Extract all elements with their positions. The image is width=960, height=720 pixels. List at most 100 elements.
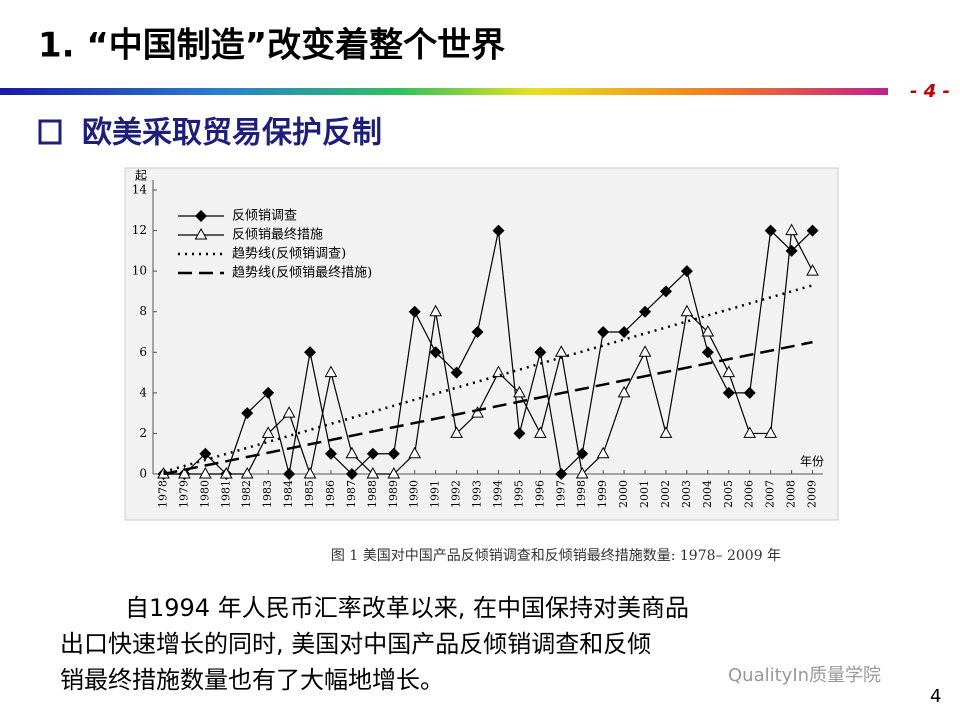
triangle-marker — [638, 345, 652, 357]
diamond-marker — [366, 447, 379, 460]
x-tick-label: 1996 — [533, 480, 546, 508]
triangle-marker — [324, 365, 338, 378]
legend-label: 反倾销调查 — [232, 209, 297, 224]
triangle-marker — [408, 446, 422, 459]
x-tick-label: 1984 — [282, 480, 295, 508]
x-tick-label: 1988 — [366, 480, 379, 508]
slide-number: 4 — [930, 686, 941, 707]
diamond-marker — [429, 346, 442, 359]
x-tick-label: 1983 — [261, 480, 274, 508]
triangle-marker — [450, 426, 463, 438]
y-axis-label: 起 — [135, 169, 147, 183]
diamond-marker — [659, 285, 672, 298]
triangle-marker — [785, 223, 798, 236]
triangle-marker — [387, 466, 401, 479]
x-tick-label: 1980 — [198, 480, 211, 508]
diamond-marker — [408, 305, 421, 318]
diamond-marker — [806, 224, 819, 237]
data-line — [163, 229, 813, 476]
legend-label: 反倾销最终措施 — [232, 227, 323, 243]
checkbox-icon — [38, 119, 62, 145]
x-axis-label: 年份 — [800, 455, 824, 469]
diamond-marker — [345, 468, 358, 480]
subtitle: 欧美采取贸易保护反制 — [82, 116, 382, 151]
diamond-marker — [534, 346, 547, 359]
x-tick-label: 1981 — [219, 480, 232, 508]
diamond-marker — [387, 447, 400, 460]
y-tick-label: 2 — [139, 426, 147, 440]
triangle-marker — [722, 365, 736, 378]
x-tick-label: 1990 — [408, 480, 421, 508]
legend-label: 趋势线(反倾销调查) — [232, 246, 346, 262]
triangle-marker — [471, 406, 484, 418]
chart-caption: 图 1 美国对中国产品反倾销调查和反倾销最终措施数量: 1978– 2009 年 — [331, 548, 781, 564]
triangle-marker — [806, 264, 819, 276]
watermark: QualityIn质量学院 — [728, 665, 881, 686]
x-tick-label: 2001 — [638, 480, 651, 508]
diamond-marker — [450, 366, 463, 379]
diamond-marker — [195, 210, 207, 222]
diamond-marker — [492, 224, 505, 237]
x-tick-label: 1982 — [240, 480, 253, 508]
triangle-marker — [743, 426, 757, 438]
data-line — [163, 228, 814, 477]
x-tick-label: 1993 — [471, 480, 484, 508]
x-tick-label: 2005 — [722, 480, 735, 508]
x-tick-label: 1991 — [429, 480, 442, 508]
x-tick-label: 2004 — [701, 480, 714, 508]
rainbow-bar — [0, 88, 888, 95]
triangle-marker — [659, 426, 673, 438]
diamond-marker — [680, 265, 693, 278]
triangle-marker — [533, 426, 547, 438]
y-tick-label: 6 — [139, 345, 147, 359]
triangle-marker — [596, 446, 610, 459]
triangle-marker — [366, 466, 380, 479]
triangle-marker — [701, 324, 715, 337]
x-tick-label: 2000 — [617, 480, 630, 508]
triangle-marker — [261, 426, 275, 438]
triangle-marker — [219, 466, 233, 479]
x-tick-label: 1987 — [345, 480, 358, 508]
page-label: - 4 - — [910, 81, 950, 102]
y-tick-label: 14 — [132, 183, 148, 197]
triangle-marker — [178, 466, 191, 479]
x-tick-label: 1998 — [575, 480, 588, 508]
triangle-marker — [429, 304, 443, 317]
x-tick-label: 1989 — [387, 480, 400, 508]
body-line: 自1994 年人民币汇率改革以来, 在中国保持对美商品 — [125, 594, 689, 622]
x-tick-label: 2006 — [743, 480, 756, 508]
diamond-marker — [241, 407, 254, 420]
x-tick-label: 2002 — [659, 480, 672, 508]
legend-label: 趋势线(反倾销最终措施) — [232, 265, 372, 281]
chart-frame — [124, 167, 839, 521]
x-tick-label: 1999 — [596, 480, 609, 508]
y-tick-label: 8 — [139, 304, 147, 318]
triangle-marker — [575, 466, 589, 479]
triangle-marker — [345, 446, 359, 459]
diamond-marker — [618, 326, 631, 338]
x-tick-label: 2008 — [785, 480, 798, 508]
diamond-marker — [283, 468, 296, 480]
diamond-marker — [262, 386, 275, 399]
triangle-marker — [764, 426, 778, 438]
x-tick-label: 1985 — [303, 480, 316, 508]
diamond-marker — [199, 447, 212, 460]
x-tick-label: 1995 — [512, 480, 525, 508]
diamond-marker — [743, 386, 756, 399]
y-tick-label: 10 — [132, 264, 147, 278]
y-tick-label: 4 — [139, 385, 147, 399]
x-tick-label: 2007 — [764, 480, 777, 508]
diamond-marker — [597, 326, 610, 338]
trend-line — [163, 340, 813, 476]
x-tick-label: 1979 — [177, 480, 190, 508]
y-tick-label: 0 — [139, 467, 147, 481]
diamond-marker — [764, 224, 777, 237]
triangle-marker — [198, 466, 212, 479]
y-tick-label: 12 — [132, 223, 147, 237]
triangle-marker — [513, 385, 526, 398]
diamond-marker — [639, 305, 652, 318]
diamond-marker — [513, 427, 526, 440]
x-tick-label: 1994 — [491, 480, 504, 508]
